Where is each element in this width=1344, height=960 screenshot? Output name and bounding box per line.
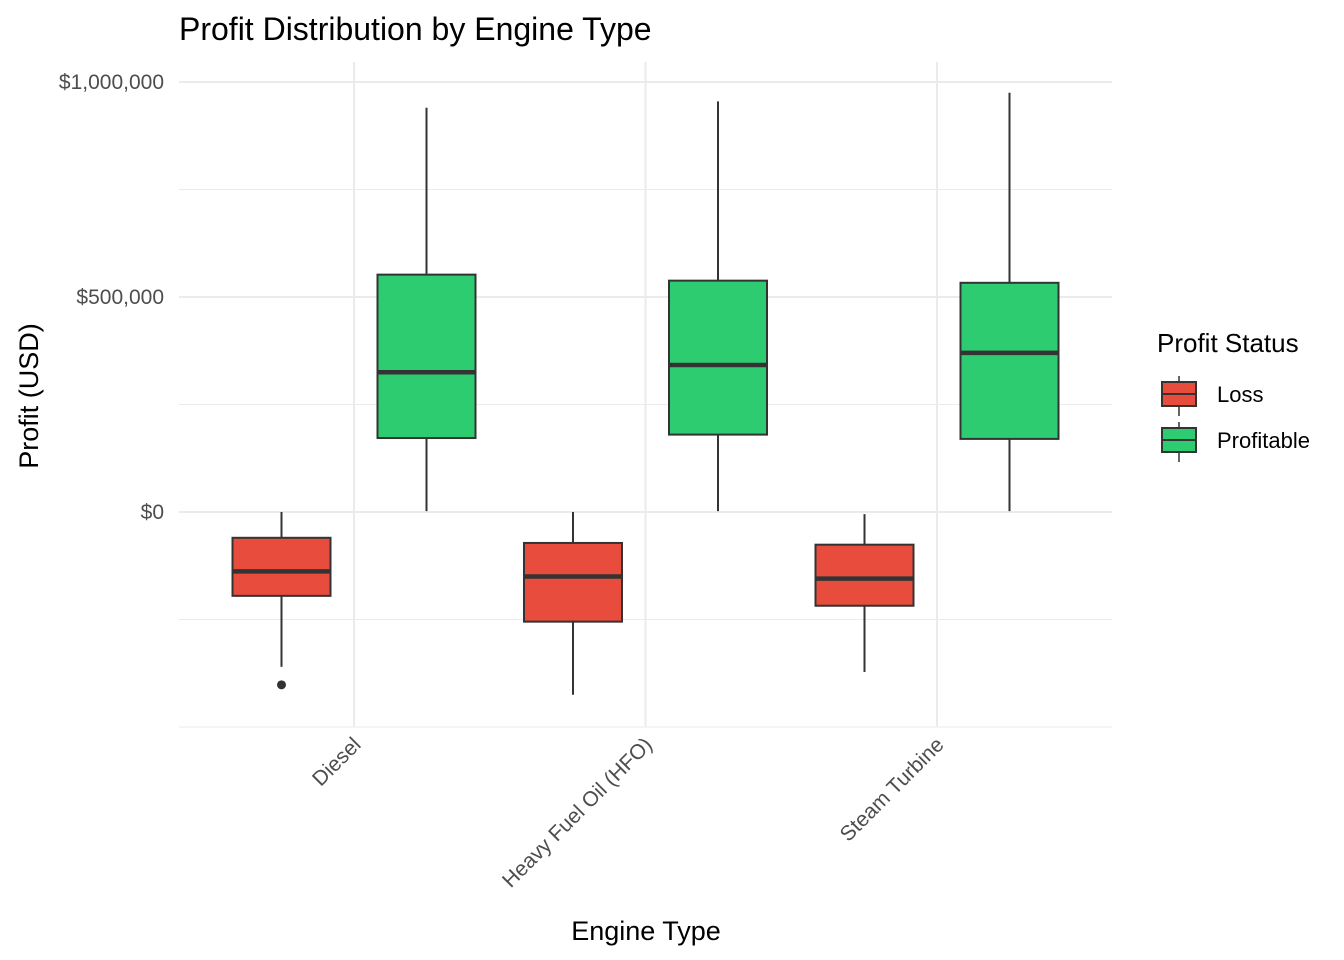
y-axis-ticks: $0 $500,000 $1,000,000 — [59, 71, 164, 524]
legend-label: Loss — [1217, 382, 1263, 407]
legend-label: Profitable — [1217, 428, 1310, 453]
box-iqr — [814, 543, 915, 607]
y-tick-label: $500,000 — [76, 286, 164, 309]
y-tick-label: $1,000,000 — [59, 71, 164, 94]
grid-major — [179, 62, 1112, 727]
box-iqr — [231, 536, 332, 597]
box-loss-0 — [231, 512, 332, 690]
box-iqr — [376, 273, 477, 440]
legend: Profit Status Loss Profitable — [1157, 328, 1310, 462]
box-profitable-0 — [376, 107, 477, 512]
y-tick-label: $0 — [141, 501, 164, 524]
box-iqr — [668, 279, 768, 436]
x-tick-label: Heavy Fuel Oil (HFO) — [498, 733, 657, 892]
box-iqr — [523, 541, 623, 623]
box-profitable-1 — [668, 101, 768, 512]
outlier-point — [277, 680, 286, 690]
box-profitable-2 — [959, 92, 1060, 512]
legend-title: Profit Status — [1157, 328, 1299, 358]
box-loss-1 — [523, 512, 623, 695]
x-tick-label: Steam Turbine — [836, 733, 949, 846]
legend-item-profitable: Profitable — [1161, 422, 1310, 462]
x-tick-label: Diesel — [308, 733, 366, 791]
box-iqr — [959, 281, 1060, 440]
y-axis-title: Profit (USD) — [14, 323, 44, 469]
box-loss-2 — [814, 514, 915, 672]
x-axis-title: Engine Type — [571, 916, 721, 946]
box-layer — [231, 92, 1060, 695]
chart-title: Profit Distribution by Engine Type — [179, 11, 652, 47]
legend-item-loss: Loss — [1161, 376, 1263, 416]
x-axis-ticks: Diesel Heavy Fuel Oil (HFO) Steam Turbine — [308, 733, 949, 892]
